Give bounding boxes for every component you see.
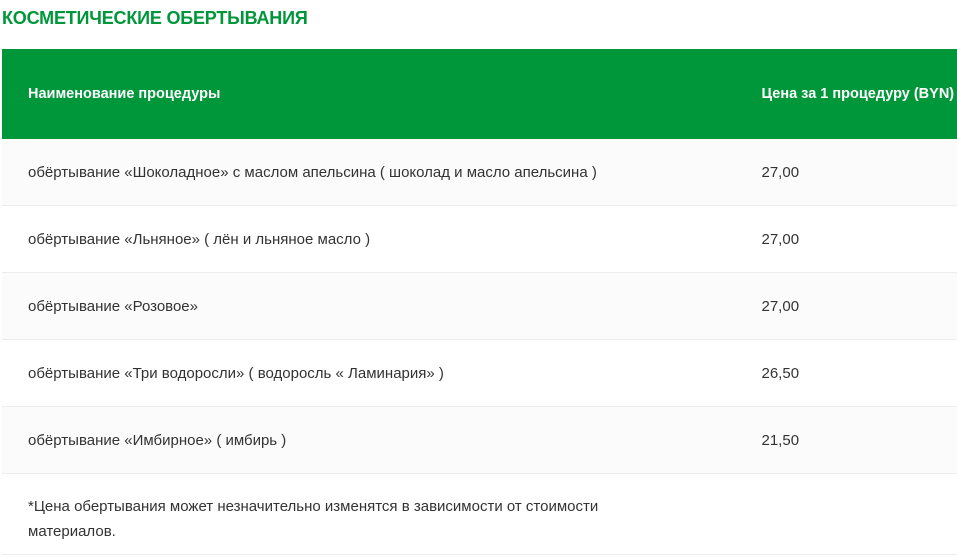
header-name: Наименование процедуры [2,49,756,139]
procedure-price: 21,50 [756,407,957,474]
procedure-price: 26,50 [756,340,957,407]
price-table: Наименование процедуры Цена за 1 процеду… [2,49,957,555]
procedure-price: 27,00 [756,273,957,340]
price-note: *Цена обертывания может незначительно из… [2,474,756,555]
procedure-name: обёртывание «Розовое» [2,273,756,340]
price-note-text: *Цена обертывания может незначительно из… [28,494,668,544]
procedure-name: обёртывание «Льняное» ( лён и льняное ма… [2,206,756,273]
procedure-name: обёртывание «Имбирное» ( имбирь ) [2,407,756,474]
table-header: Наименование процедуры Цена за 1 процеду… [2,49,957,139]
table-row: обёртывание «Льняное» ( лён и льняное ма… [2,206,957,273]
procedure-price: 27,00 [756,206,957,273]
table-row: обёртывание «Имбирное» ( имбирь )21,50 [2,407,957,474]
procedure-name: обёртывание «Шоколадное» с маслом апельс… [2,139,756,206]
table-row: обёртывание «Розовое»27,00 [2,273,957,340]
procedure-name: обёртывание «Три водоросли» ( водоросль … [2,340,756,407]
table-row: обёртывание «Шоколадное» с маслом апельс… [2,139,957,206]
table-row: обёртывание «Три водоросли» ( водоросль … [2,340,957,407]
page-title: КОСМЕТИЧЕСКИЕ ОБЕРТЫВАНИЯ [2,8,308,29]
note-row: *Цена обертывания может незначительно из… [2,474,957,555]
header-price: Цена за 1 процедуру (BYN) [756,49,957,139]
procedure-price: 27,00 [756,139,957,206]
